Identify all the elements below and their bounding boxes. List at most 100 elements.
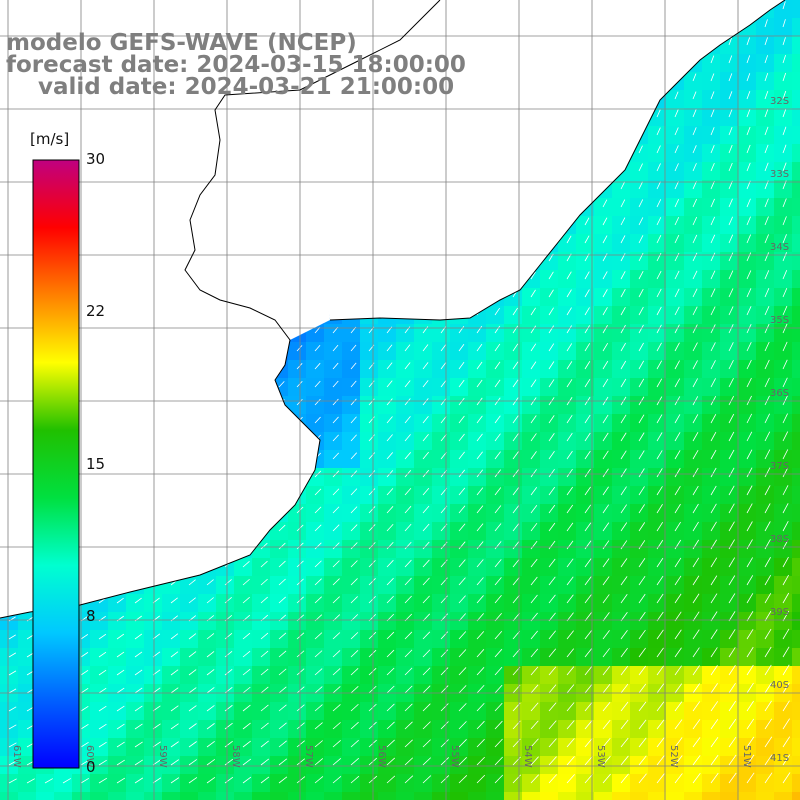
wind-arrow bbox=[710, 736, 719, 748]
wind-arrow bbox=[368, 398, 375, 406]
wind-arrow bbox=[728, 288, 734, 298]
wind-arrow bbox=[512, 343, 519, 352]
wind-arrow bbox=[242, 578, 250, 586]
wind-arrow bbox=[602, 360, 609, 370]
colorbar-tick: 22 bbox=[86, 302, 106, 320]
wind-arrow bbox=[692, 629, 700, 640]
wind-arrow bbox=[638, 163, 643, 172]
wind-arrow bbox=[674, 306, 680, 316]
wind-arrow bbox=[638, 611, 646, 622]
wind-arrow bbox=[386, 667, 395, 676]
wind-arrow bbox=[314, 542, 322, 550]
wind-arrow bbox=[656, 450, 663, 460]
wind-arrow bbox=[170, 687, 179, 694]
wind-arrow bbox=[728, 503, 735, 514]
wind-arrow bbox=[710, 413, 717, 424]
wind-arrow bbox=[656, 288, 662, 298]
wind-arrow bbox=[476, 451, 483, 460]
wind-arrow bbox=[728, 700, 737, 712]
wind-arrow bbox=[242, 776, 252, 784]
wind-arrow bbox=[782, 610, 790, 622]
land-interior bbox=[185, 90, 330, 340]
wind-arrow bbox=[512, 487, 520, 496]
wind-arrow bbox=[656, 127, 661, 136]
wind-arrow bbox=[404, 505, 412, 514]
wind-arrow bbox=[8, 634, 16, 640]
wind-arrow bbox=[458, 649, 467, 658]
wind-arrow bbox=[530, 594, 538, 604]
latitude-label: 40S bbox=[770, 680, 789, 691]
wind-arrow bbox=[602, 558, 610, 568]
wind-arrow bbox=[350, 416, 357, 424]
wind-arrow bbox=[170, 705, 179, 712]
wind-arrow bbox=[458, 541, 466, 550]
wind-arrow bbox=[602, 271, 608, 280]
wind-arrow bbox=[188, 759, 198, 766]
wind-arrow bbox=[692, 414, 699, 424]
wind-arrow bbox=[404, 523, 412, 532]
wind-arrow bbox=[620, 342, 626, 352]
wind-arrow bbox=[692, 611, 700, 622]
land-argentina bbox=[0, 0, 440, 618]
wind-arrow bbox=[206, 759, 216, 766]
wind-arrow bbox=[656, 737, 665, 748]
wind-arrow bbox=[440, 631, 449, 640]
wind-arrow bbox=[692, 127, 697, 136]
wind-arrow bbox=[278, 776, 288, 784]
forecast-date: forecast date: 2024-03-15 18:00:00 bbox=[6, 52, 466, 78]
wind-arrow bbox=[350, 632, 359, 640]
wind-arrow bbox=[782, 37, 786, 46]
latitude-labels: 32S 33S 34S 35S 36S 37S 38S 39S 40S 41S bbox=[770, 96, 789, 764]
wind-arrow bbox=[782, 431, 789, 442]
wind-arrow bbox=[656, 773, 665, 784]
wind-arrow bbox=[8, 688, 17, 694]
wind-arrow bbox=[98, 777, 108, 784]
wind-arrow bbox=[386, 344, 393, 352]
wind-arrow bbox=[422, 685, 431, 694]
wind-arrow bbox=[386, 775, 396, 784]
wind-arrow bbox=[764, 234, 769, 244]
wind-arrow bbox=[440, 362, 447, 370]
wind-arrow bbox=[728, 109, 733, 118]
wind-arrow bbox=[404, 775, 414, 784]
wind-arrow bbox=[422, 362, 429, 370]
wind-arrow bbox=[440, 379, 447, 388]
wind-arrow bbox=[224, 633, 233, 640]
wind-arrow bbox=[80, 759, 89, 766]
wind-arrow bbox=[746, 198, 751, 208]
wind-arrow bbox=[728, 144, 733, 154]
wind-arrow bbox=[494, 451, 501, 460]
wind-arrow bbox=[638, 737, 647, 748]
wind-arrow bbox=[674, 342, 680, 352]
wind-arrow bbox=[422, 505, 430, 514]
wind-arrow bbox=[116, 723, 125, 730]
wind-arrow bbox=[296, 668, 305, 676]
wind-arrow bbox=[566, 774, 575, 784]
wind-arrow bbox=[566, 414, 573, 424]
wind-arrow bbox=[674, 611, 682, 622]
wind-arrow bbox=[782, 1, 786, 10]
wind-arrow bbox=[656, 504, 663, 514]
wind-arrow bbox=[494, 774, 504, 784]
wind-arrow bbox=[584, 612, 592, 622]
wind-arrow bbox=[314, 758, 324, 766]
wind-arrow bbox=[458, 774, 468, 784]
wind-arrow bbox=[530, 289, 536, 298]
wind-arrow bbox=[746, 700, 754, 712]
wind-arrow bbox=[314, 506, 322, 514]
wind-arrow bbox=[746, 413, 753, 424]
wind-arrow bbox=[692, 647, 700, 658]
wind-arrow bbox=[116, 633, 125, 640]
wind-arrow bbox=[404, 416, 411, 424]
wind-arrow bbox=[386, 595, 394, 604]
wind-arrow bbox=[386, 398, 393, 406]
wind-arrow bbox=[764, 288, 770, 298]
wind-arrow bbox=[764, 252, 770, 262]
wind-arrow bbox=[476, 433, 483, 442]
wind-arrow bbox=[368, 416, 375, 424]
wind-arrow bbox=[206, 597, 214, 604]
wind-arrow bbox=[710, 342, 716, 352]
wind-arrow bbox=[746, 664, 754, 676]
wind-arrow bbox=[692, 270, 698, 280]
